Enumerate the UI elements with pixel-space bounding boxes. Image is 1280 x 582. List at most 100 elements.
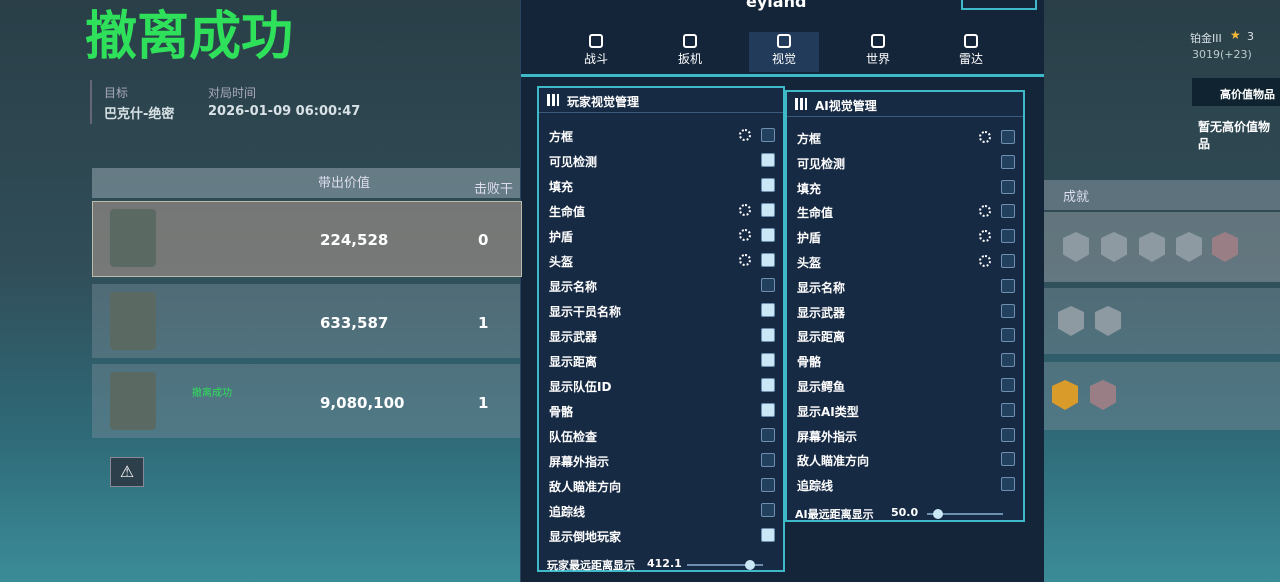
tab-label: 视觉: [771, 52, 796, 66]
settings-icon[interactable]: [739, 204, 751, 216]
checkbox[interactable]: [761, 278, 775, 292]
panel-icon: [795, 98, 807, 110]
checkbox[interactable]: [1001, 402, 1015, 417]
badge: [1176, 232, 1202, 262]
checkbox[interactable]: [1001, 154, 1015, 169]
settings-icon[interactable]: [979, 255, 991, 267]
column-header: 成就: [1063, 190, 1090, 205]
option-label: 护盾: [797, 231, 822, 246]
tab[interactable]: 扳机: [655, 32, 725, 72]
panel-rule: [539, 112, 783, 113]
checkbox[interactable]: [1001, 278, 1015, 293]
player-name: 撤离成功: [192, 388, 232, 399]
option-label: 显示武器: [797, 305, 846, 320]
checkbox[interactable]: [761, 528, 775, 542]
value: 巴克什-绝密: [104, 107, 175, 122]
option-label: 屏幕外指示: [797, 429, 858, 444]
option-label: 显示名称: [797, 280, 846, 295]
tab-icon: [683, 34, 697, 48]
row-right: [1043, 362, 1280, 430]
slider-track: [687, 564, 763, 566]
settings-icon[interactable]: [979, 131, 991, 143]
loot-title: 高价值物品: [1220, 88, 1275, 101]
checkbox[interactable]: [761, 403, 775, 417]
checkbox[interactable]: [1001, 477, 1015, 492]
checkbox[interactable]: [1001, 378, 1015, 392]
checkbox[interactable]: [761, 203, 775, 217]
button[interactable]: [961, 0, 1037, 10]
checkbox[interactable]: [1001, 328, 1015, 343]
checkbox[interactable]: [1001, 204, 1015, 219]
badge: [1139, 232, 1165, 262]
settings-icon[interactable]: [979, 230, 991, 243]
kills: 1: [478, 394, 489, 412]
checkbox[interactable]: [761, 328, 775, 342]
tab[interactable]: 视觉: [749, 32, 819, 72]
checkbox[interactable]: [761, 128, 775, 142]
column-header: 击败干: [474, 182, 514, 197]
checkbox[interactable]: [761, 153, 775, 167]
badge: [1095, 306, 1121, 336]
slider-knob[interactable]: [933, 509, 943, 519]
tab[interactable]: 战斗: [561, 32, 631, 72]
slider-label: 玩家最远距离显示: [547, 559, 635, 572]
avatar: [110, 372, 156, 430]
checkbox[interactable]: [1001, 130, 1015, 144]
panel-icon: [547, 94, 559, 106]
tab[interactable]: 雷达: [936, 32, 1006, 72]
badge: [1212, 232, 1238, 262]
checkbox[interactable]: [1001, 452, 1015, 467]
option-label: 生命值: [549, 205, 586, 219]
settings-icon[interactable]: [739, 129, 751, 141]
tab-icon: [777, 34, 791, 48]
option-label: 显示名称: [549, 280, 598, 294]
settings-icon[interactable]: [979, 205, 991, 218]
tab-label: 世界: [865, 52, 890, 66]
settings-icon[interactable]: [739, 229, 751, 241]
cheat-menu: eyland 战斗 扳机 视觉 世界 雷达 玩家视觉管理 方框 可见检测 填充 生命值 护盾 头盔 显示…: [520, 0, 1044, 582]
report-button[interactable]: ⚠: [110, 457, 144, 487]
slider-knob[interactable]: [745, 560, 755, 570]
tab-icon: [589, 34, 603, 48]
tab-label: 战斗: [583, 52, 608, 66]
option-label: 追踪线: [549, 505, 586, 519]
option-label: 显示武器: [549, 330, 598, 344]
settings-icon[interactable]: [739, 254, 751, 266]
checkbox[interactable]: [761, 378, 775, 392]
table-header: [1043, 180, 1280, 210]
checkbox[interactable]: [1001, 303, 1015, 318]
checkbox[interactable]: [1001, 229, 1015, 244]
tab[interactable]: 世界: [843, 32, 913, 72]
badge: [1058, 306, 1084, 336]
player-row: [92, 201, 522, 277]
player-row: [92, 364, 520, 438]
checkbox[interactable]: [1001, 353, 1015, 368]
option-label: 敌人瞄准方向: [797, 454, 870, 469]
checkbox[interactable]: [761, 303, 775, 317]
badge: [1052, 380, 1078, 410]
option-label: 生命值: [797, 206, 834, 221]
checkbox[interactable]: [761, 503, 775, 517]
label: 目标: [104, 86, 129, 100]
kills: 1: [478, 314, 489, 332]
checkbox[interactable]: [761, 253, 775, 267]
option-label: 填充: [549, 180, 574, 194]
option-label: 队伍检查: [549, 430, 598, 444]
option-label: 屏幕外指示: [549, 455, 610, 469]
checkbox[interactable]: [1001, 254, 1015, 268]
option-label: 骨骼: [797, 355, 822, 370]
option-label: 可见检测: [797, 156, 846, 171]
option-label: 显示鳄鱼: [797, 380, 846, 394]
slider-value: 412.1: [647, 557, 682, 570]
checkbox[interactable]: [761, 228, 775, 242]
checkbox[interactable]: [761, 478, 775, 492]
checkbox[interactable]: [1001, 179, 1015, 194]
checkbox[interactable]: [761, 178, 775, 192]
checkbox[interactable]: [1001, 427, 1015, 442]
label: 对局时间: [208, 86, 257, 100]
avatar: [110, 209, 156, 267]
checkbox[interactable]: [761, 428, 775, 442]
badge: [1101, 232, 1127, 262]
checkbox[interactable]: [761, 353, 775, 367]
checkbox[interactable]: [761, 453, 775, 467]
